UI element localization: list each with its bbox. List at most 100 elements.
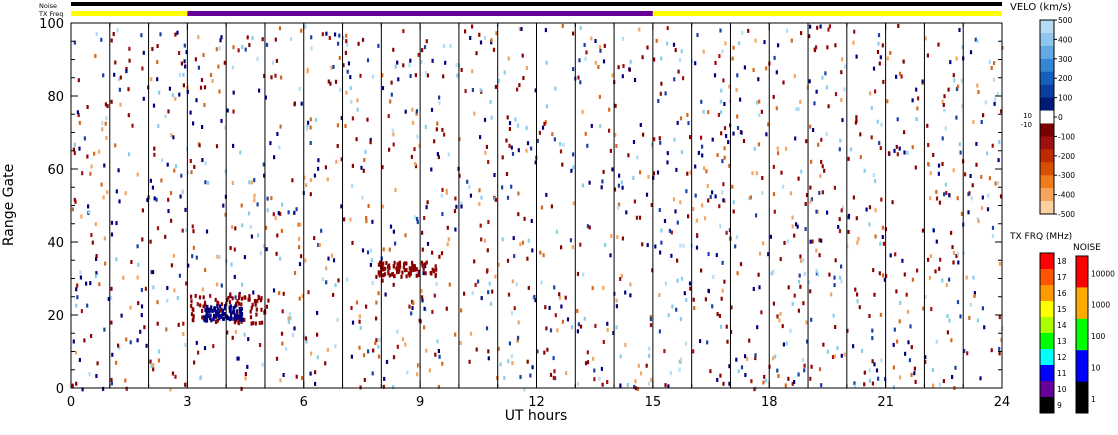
echo-point (825, 132, 828, 137)
echo-point (136, 275, 139, 280)
echo-point (954, 365, 957, 370)
x-tick-label: 18 (761, 395, 778, 410)
echo-point (819, 24, 822, 29)
echo-point (253, 193, 256, 198)
echo-point (411, 306, 414, 311)
echo-point (505, 138, 508, 143)
echo-point (935, 339, 938, 344)
echo-point (192, 245, 195, 250)
echo-point (516, 338, 519, 343)
echo-cluster-point (224, 312, 227, 317)
echo-point (362, 168, 365, 173)
echo-point (810, 317, 813, 322)
echo-point (870, 135, 873, 140)
echo-point (680, 357, 683, 362)
echo-point (293, 210, 296, 215)
echo-point (453, 209, 457, 214)
echo-point (878, 61, 881, 66)
echo-point (757, 77, 760, 82)
noise-bar (71, 2, 1002, 6)
echo-cluster-point (216, 307, 219, 312)
echo-point (517, 212, 520, 217)
echo-point (281, 202, 284, 207)
echo-point (720, 296, 723, 301)
echo-point (152, 270, 155, 275)
echo-cluster-point (213, 313, 216, 318)
echo-point (807, 280, 811, 285)
echo-point (102, 386, 105, 391)
echo-point (402, 29, 405, 34)
echo-point (654, 244, 657, 249)
echo-point (939, 257, 942, 262)
echo-point (110, 220, 114, 225)
echo-point (830, 292, 833, 297)
echo-point (554, 313, 557, 318)
echo-point (970, 196, 973, 201)
echo-point (359, 385, 362, 390)
echo-point (834, 43, 837, 48)
echo-point (118, 87, 121, 92)
echo-point (490, 40, 493, 45)
echo-point (510, 145, 513, 150)
echo-cluster-point (410, 267, 413, 272)
echo-point (140, 287, 143, 292)
echo-point (935, 189, 938, 194)
echo-point (728, 381, 731, 386)
echo-point (96, 361, 99, 366)
echo-point (736, 271, 739, 276)
echo-point (868, 368, 871, 373)
echo-point (606, 321, 609, 326)
echo-point (334, 283, 337, 288)
echo-point (531, 248, 534, 253)
echo-point (927, 257, 930, 262)
velocity-color-step (1040, 175, 1054, 189)
echo-cluster-point (403, 261, 407, 266)
echo-point (558, 295, 561, 300)
echo-point (826, 210, 829, 215)
echo-point (104, 261, 107, 266)
echo-point (650, 377, 653, 382)
velocity-color-step (1040, 136, 1054, 150)
echo-point (742, 139, 746, 143)
echo-point (146, 198, 149, 203)
echo-point (394, 188, 397, 192)
echo-point (608, 107, 611, 112)
echo-point (980, 174, 983, 179)
echo-point (360, 165, 363, 170)
echo-point (507, 359, 510, 364)
echo-cluster-point (209, 308, 212, 313)
echo-point (237, 48, 240, 53)
echo-point (153, 152, 156, 157)
echo-point (216, 254, 219, 259)
echo-point (381, 86, 385, 91)
echo-point (342, 63, 345, 68)
echo-point (882, 273, 885, 278)
echo-point (212, 344, 215, 349)
echo-point (720, 324, 723, 329)
echo-point (619, 354, 622, 359)
echo-cluster-point (408, 266, 411, 271)
echo-point (118, 199, 121, 204)
echo-point (293, 326, 296, 331)
echo-point (611, 167, 614, 172)
echo-point (125, 67, 128, 71)
echo-point (586, 143, 589, 148)
echo-point (765, 66, 768, 71)
echo-point (797, 372, 800, 377)
echo-point (756, 325, 759, 330)
echo-point (831, 355, 835, 360)
echo-point (882, 241, 885, 246)
echo-point (391, 128, 394, 133)
echo-point (351, 240, 354, 245)
echo-cluster-point (210, 318, 213, 323)
echo-cluster-point (240, 307, 243, 312)
echo-point (754, 353, 757, 358)
echo-point (471, 69, 474, 74)
velocity-color-step (1040, 123, 1054, 137)
echo-point (506, 195, 510, 200)
txfreq-color-step (1040, 381, 1054, 398)
echo-point (621, 236, 624, 241)
echo-point (706, 183, 709, 188)
echo-point (349, 75, 352, 80)
echo-point (809, 124, 812, 129)
